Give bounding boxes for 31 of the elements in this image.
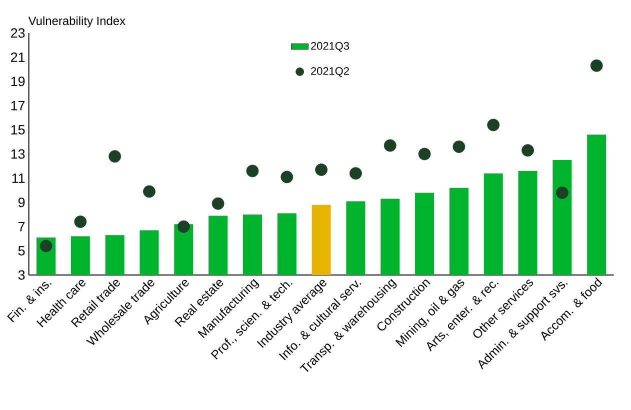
y-tick-label: 13 — [11, 149, 25, 159]
y-axis-title: Vulnerability Index — [28, 16, 126, 28]
point — [487, 118, 500, 132]
point — [74, 216, 87, 228]
point — [556, 186, 568, 199]
y-tick-label: 5 — [18, 246, 25, 256]
point — [522, 144, 534, 157]
point — [108, 150, 122, 163]
point — [315, 164, 328, 176]
point — [246, 164, 259, 178]
point — [40, 240, 52, 252]
point — [452, 140, 466, 153]
y-tick-label: 9 — [18, 198, 25, 208]
point — [212, 197, 224, 210]
y-tick-label: 23 — [10, 28, 25, 38]
y-tick-label: 17 — [11, 100, 25, 110]
point — [418, 148, 431, 160]
point — [280, 170, 294, 184]
y-tick-label: 3 — [18, 270, 25, 280]
point — [590, 59, 603, 72]
y-tick-label: 15 — [11, 125, 25, 134]
y-tick-label: 19 — [11, 76, 25, 86]
legend-label: 2021Q3 — [311, 42, 350, 52]
point — [177, 220, 190, 233]
y-tick-label: 21 — [10, 52, 25, 62]
point — [350, 167, 362, 180]
point — [384, 139, 396, 152]
y-tick-label: 11 — [12, 174, 25, 183]
y-tick-label: 7 — [18, 222, 25, 232]
legend-label: 2021Q2 — [311, 67, 349, 77]
point — [143, 185, 156, 198]
